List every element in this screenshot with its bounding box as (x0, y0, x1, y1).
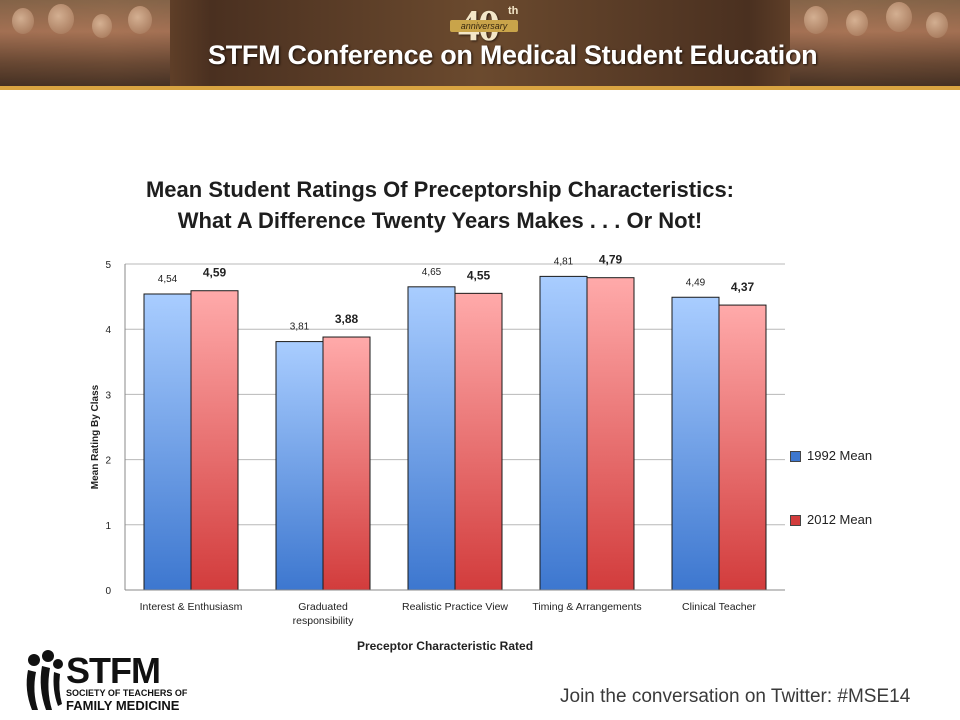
legend-swatch-2012 (790, 515, 801, 527)
x-tick-label: Clinical Teacher (682, 601, 756, 613)
banner-divider (0, 86, 960, 90)
stfm-logo: STFM SOCIETY OF TEACHERS OF FAMILY MEDIC… (22, 650, 212, 713)
x-tick-label: Realistic Practice View (402, 601, 508, 613)
bar-1992 (407, 286, 456, 591)
logo-subtitle-2: FAMILY MEDICINE (66, 698, 180, 713)
bar-2012 (190, 290, 239, 591)
banner-photo-left (0, 0, 170, 90)
data-label: 4,54 (158, 274, 178, 285)
data-label: 4,55 (467, 268, 491, 282)
x-tick-label: responsibility (293, 615, 354, 627)
legend-label-2012: 2012 Mean (807, 512, 873, 527)
logo-wordmark: STFM (66, 650, 161, 691)
chart-title: Mean Student Ratings Of Preceptorship Ch… (80, 174, 800, 236)
data-label: 4,79 (599, 253, 623, 267)
y-tick-label: 5 (105, 260, 111, 271)
anniversary-ribbon: anniversary (450, 20, 518, 32)
data-label: 4,59 (203, 266, 227, 280)
x-axis-title: Preceptor Characteristic Rated (357, 639, 533, 653)
legend-item-1992: 1992 Mean (790, 448, 872, 464)
y-tick-label: 0 (105, 586, 111, 597)
stfm-figures-icon (26, 650, 63, 710)
banner-photo-right (790, 0, 960, 90)
bar-1992 (275, 341, 324, 591)
anniversary-suffix: th (508, 5, 519, 17)
x-tick-label: Graduated (298, 601, 348, 613)
data-label: 4,65 (422, 267, 442, 278)
x-tick-label: Timing & Arrangements (532, 601, 641, 613)
legend-swatch-1992 (790, 451, 801, 463)
y-tick-label: 3 (105, 390, 111, 401)
logo-subtitle: SOCIETY OF TEACHERS OF (66, 688, 188, 698)
conference-banner: 40 th anniversary STFM Conference on Med… (0, 0, 960, 90)
legend-item-2012: 2012 Mean (790, 512, 872, 528)
data-label: 4,81 (554, 256, 574, 267)
x-tick-label: Interest & Enthusiasm (140, 601, 243, 613)
y-axis-title: Mean Rating By Class (90, 384, 101, 489)
bar-1992 (539, 275, 588, 591)
bar-2012 (586, 277, 635, 591)
chart-title-line-2: What A Difference Twenty Years Makes . .… (177, 208, 703, 233)
y-tick-label: 4 (105, 325, 111, 336)
chart-title-line-1: Mean Student Ratings Of Preceptorship Ch… (145, 177, 735, 202)
data-label: 4,49 (686, 277, 706, 288)
bar-2012 (322, 336, 371, 591)
banner-title: STFM Conference on Medical Student Educa… (208, 40, 818, 70)
bar-2012 (718, 304, 767, 591)
legend-label-1992: 1992 Mean (807, 448, 873, 463)
bar-1992 (671, 296, 720, 591)
bar-1992 (143, 293, 192, 591)
data-label: 4,37 (731, 280, 755, 294)
y-tick-label: 2 (105, 456, 111, 467)
data-label: 3,88 (335, 312, 359, 326)
twitter-hashtag: Join the conversation on Twitter: #MSE14 (560, 686, 911, 707)
y-tick-label: 1 (105, 521, 111, 532)
bar-2012 (454, 292, 503, 591)
anniversary-badge: 40 th anniversary (448, 1, 528, 50)
data-label: 3,81 (290, 322, 310, 333)
